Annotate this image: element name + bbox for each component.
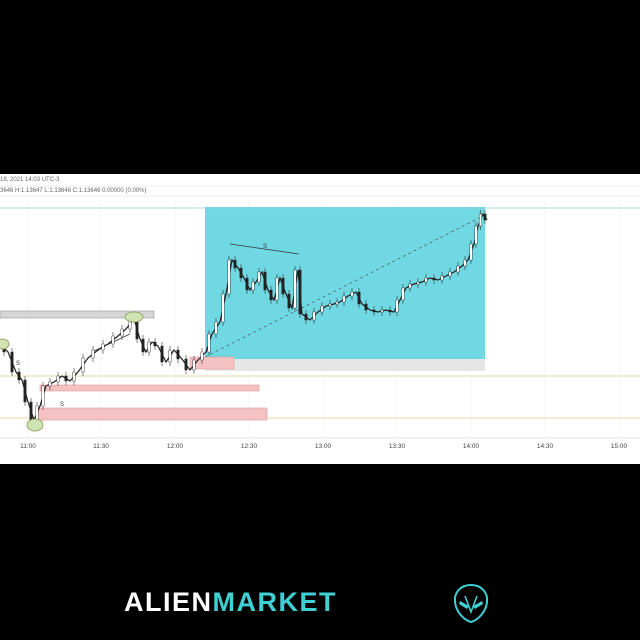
x-tick-label: 13:30 [389,443,406,450]
candle-body [483,213,487,221]
candle-body [380,309,384,313]
alien-head-icon [453,583,489,624]
price-chart: S S S 11:00 11:30 12:00 12:30 13:00 13:3… [0,185,640,450]
candle-body [168,349,172,363]
candle-body [440,275,444,281]
candle-body [395,299,399,313]
x-tick-label: 11:00 [20,443,36,450]
x-tick-label: 14:00 [463,443,480,450]
brand-wordmark: ALIEN MARKET [124,584,337,620]
candle-body [111,335,115,345]
candle-body [263,271,267,291]
candle-body [153,341,157,347]
demand-zone-2 [39,384,260,392]
chart-ohlc-line: 3646 H:1.13647 L:1.13646 C:1.13646 0.000… [0,188,147,194]
annotation-s-2: S [60,402,64,408]
candle-body [221,293,225,323]
pattern-line-top [229,243,300,255]
candle-body [56,375,60,383]
candle-body [41,385,45,407]
x-tick-label: 12:30 [241,443,258,450]
candle-body [239,267,243,279]
x-tick-label: 13:00 [315,443,332,450]
candle-body [474,225,478,245]
candle-body [448,271,452,277]
candle-body [214,321,218,335]
x-tick-label: 15:00 [611,443,628,450]
candle-body [141,338,145,353]
candle-body [298,269,302,315]
candle-body [257,271,261,283]
demand-zone-1 [189,356,235,370]
candle-body [432,277,436,281]
candle-body [23,379,27,403]
demand-zone-3 [35,407,268,421]
candle-body [312,311,316,321]
chart-screenshot: 18, 2021 14:03 UTC-3 3646 H:1.13647 L:1.… [0,174,640,464]
candle-body [35,405,39,421]
candle-body [372,309,376,313]
candle-body [416,281,420,285]
candle-body [364,303,368,311]
pivot-low-marker [26,418,44,432]
candle-body [275,277,279,301]
candle-body [328,303,332,307]
candle-body [350,291,354,297]
candle-body [64,375,68,382]
candle-body [192,359,196,371]
candle-body [176,349,180,360]
candle-body [388,309,392,313]
chart-date-line: 18, 2021 14:03 UTC-3 [0,177,60,183]
brand-word-alien: ALIEN [124,586,213,617]
pattern-line-left [91,333,131,353]
candle-body [408,283,412,289]
candle-body [10,351,14,373]
candle-body [48,381,52,387]
candle-body [207,333,211,353]
candle-body [251,281,255,291]
candle-body [401,287,405,301]
candle-body [91,349,95,359]
candle-body [147,341,151,353]
candle-body [281,277,285,295]
x-tick-label: 12:00 [167,443,184,450]
candle-body [479,213,482,227]
candle-body [101,343,105,351]
candle-body [120,328,124,337]
brand-word-market: MARKET [212,586,337,617]
candle-body [424,277,428,283]
candle-body [72,371,76,382]
candle-body [304,313,308,321]
annotation-s-1: S [16,361,20,367]
candle-body [320,305,324,313]
candle-body [456,265,460,273]
highlight-range-footer [205,359,485,371]
pivot-left-marker [0,338,10,350]
annotation-s-3: S [263,244,267,250]
candle-body [184,358,188,371]
candle-body [463,259,467,267]
trend-line-dashed [204,215,484,358]
x-tick-label: 11:30 [93,443,109,450]
candle-body [287,293,291,309]
candle-body [81,357,85,373]
candle-body [245,277,249,291]
candle-body [160,345,164,363]
candle-body [335,301,339,305]
candle-body [227,259,231,295]
x-tick-label: 14:30 [537,443,554,450]
resistance-zone [0,310,155,319]
candle-body [29,401,33,421]
candle-body [17,371,21,381]
pivot-high-marker [124,311,144,323]
candle-body [233,259,237,269]
candle-body [200,351,204,361]
x-axis-ticks: 11:00 11:30 12:00 12:30 13:00 13:30 14:0… [20,443,627,450]
candle-body [293,269,297,309]
candle-body [269,289,273,301]
candle-body [342,295,346,303]
candle-body [469,243,473,261]
candle-body [357,291,361,305]
